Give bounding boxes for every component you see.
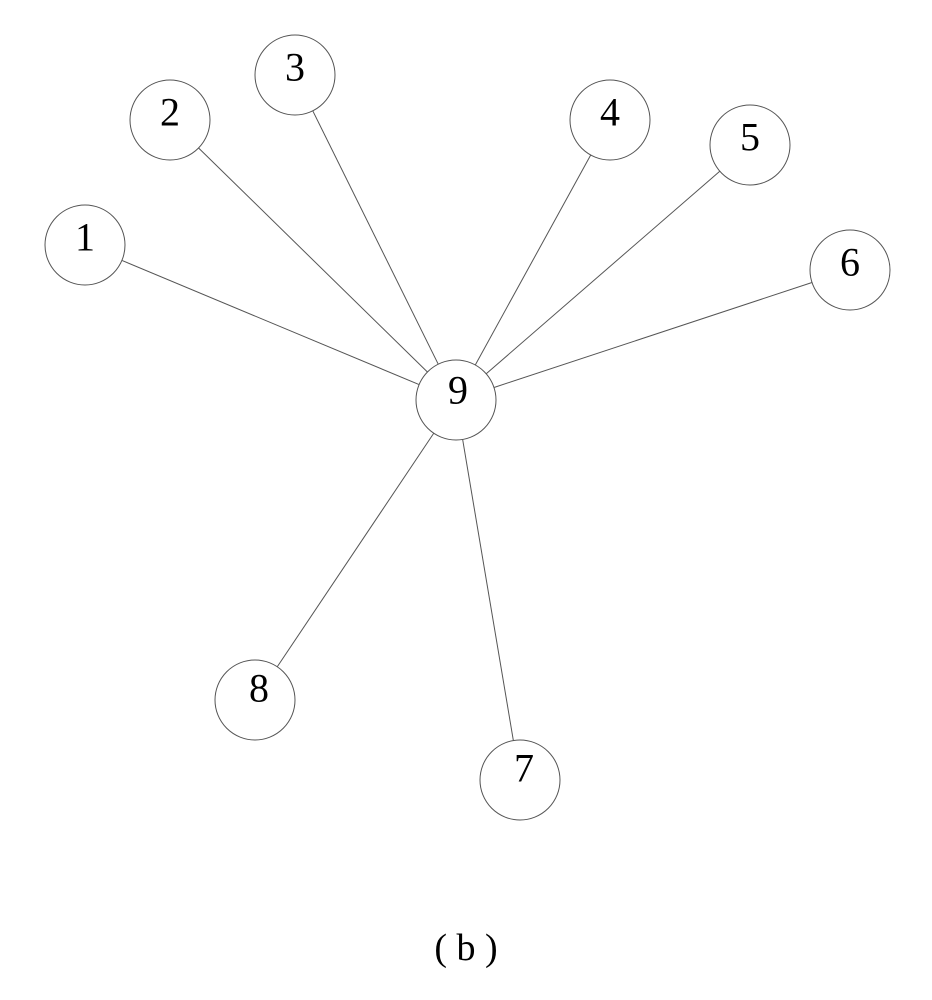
figure-caption: ( b )	[434, 927, 497, 969]
node-3: 3	[255, 35, 335, 115]
node-label-6: 6	[840, 240, 860, 285]
node-label-9: 9	[448, 368, 468, 413]
node-8: 8	[215, 660, 295, 740]
node-7: 7	[480, 740, 560, 820]
node-label-8: 8	[249, 666, 269, 711]
edge-9-6	[494, 283, 812, 388]
node-6: 6	[810, 230, 890, 310]
node-1: 1	[45, 205, 125, 285]
node-label-2: 2	[160, 90, 180, 135]
node-label-7: 7	[514, 746, 534, 791]
network-diagram: 1 2 3 4 5 6 7 8 9 ( b )	[0, 0, 932, 1000]
edge-9-1	[122, 260, 419, 384]
node-2: 2	[130, 80, 210, 160]
node-label-3: 3	[285, 45, 305, 90]
node-label-4: 4	[600, 90, 620, 135]
node-label-5: 5	[740, 115, 760, 160]
edge-9-5	[486, 171, 720, 374]
node-9: 9	[416, 360, 496, 440]
edge-9-8	[277, 433, 433, 667]
edge-9-2	[199, 148, 428, 372]
node-4: 4	[570, 80, 650, 160]
edge-9-7	[463, 439, 514, 740]
nodes-layer: 1 2 3 4 5 6 7 8 9	[45, 35, 890, 820]
node-5: 5	[710, 105, 790, 185]
edge-9-3	[313, 111, 438, 364]
node-label-1: 1	[75, 215, 95, 260]
